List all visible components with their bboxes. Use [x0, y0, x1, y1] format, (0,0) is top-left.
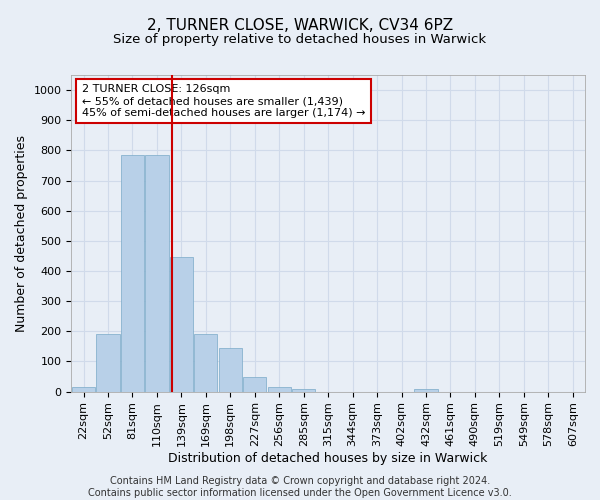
- Bar: [145, 155, 169, 392]
- Bar: [121, 155, 144, 392]
- Bar: [170, 258, 193, 392]
- Bar: [97, 334, 119, 392]
- Bar: [292, 388, 315, 392]
- Text: Size of property relative to detached houses in Warwick: Size of property relative to detached ho…: [113, 32, 487, 46]
- X-axis label: Distribution of detached houses by size in Warwick: Distribution of detached houses by size …: [169, 452, 488, 465]
- Bar: [415, 388, 437, 392]
- Text: 2 TURNER CLOSE: 126sqm
← 55% of detached houses are smaller (1,439)
45% of semi-: 2 TURNER CLOSE: 126sqm ← 55% of detached…: [82, 84, 365, 117]
- Y-axis label: Number of detached properties: Number of detached properties: [15, 135, 28, 332]
- Bar: [243, 377, 266, 392]
- Bar: [194, 334, 217, 392]
- Text: 2, TURNER CLOSE, WARWICK, CV34 6PZ: 2, TURNER CLOSE, WARWICK, CV34 6PZ: [147, 18, 453, 32]
- Bar: [72, 387, 95, 392]
- Bar: [268, 387, 291, 392]
- Bar: [218, 348, 242, 392]
- Text: Contains HM Land Registry data © Crown copyright and database right 2024.
Contai: Contains HM Land Registry data © Crown c…: [88, 476, 512, 498]
